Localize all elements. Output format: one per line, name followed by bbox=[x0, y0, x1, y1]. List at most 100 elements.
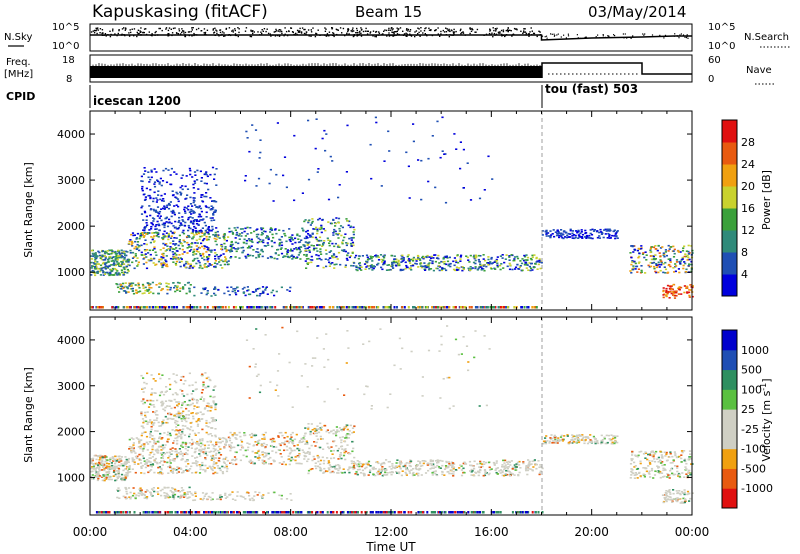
echo-cell bbox=[293, 449, 296, 452]
echo-cell bbox=[151, 448, 154, 451]
echo-cell bbox=[97, 477, 100, 480]
noise-dot bbox=[130, 31, 132, 34]
echo-cell bbox=[320, 226, 323, 229]
echo-cell bbox=[166, 440, 169, 443]
echo-cell bbox=[185, 407, 188, 410]
echo-cell bbox=[669, 261, 672, 263]
noise-dot bbox=[489, 28, 491, 30]
noise-dot bbox=[216, 30, 218, 32]
echo-cell bbox=[180, 177, 183, 179]
echo-cell bbox=[480, 269, 483, 271]
near-range-cell bbox=[260, 306, 263, 309]
echo-cell bbox=[93, 272, 96, 275]
echo-cell bbox=[153, 460, 156, 462]
echo-cell bbox=[119, 256, 123, 259]
echo-cell bbox=[591, 237, 594, 240]
noise-dot bbox=[310, 31, 313, 33]
near-range-cell bbox=[376, 306, 378, 309]
echo-cell bbox=[672, 294, 675, 296]
echo-cell bbox=[664, 261, 667, 264]
echo-cell bbox=[310, 255, 313, 258]
echo-cell bbox=[303, 245, 306, 247]
echo-cell bbox=[255, 233, 258, 236]
echo-cell bbox=[193, 294, 196, 297]
noise-dot bbox=[378, 31, 380, 33]
echo-cell bbox=[162, 200, 165, 202]
echo-cell bbox=[194, 471, 197, 474]
near-range-cell bbox=[91, 306, 94, 309]
echo-cell bbox=[571, 234, 574, 237]
echo-cell bbox=[115, 465, 118, 468]
echo-cell bbox=[155, 419, 158, 421]
echo-cell bbox=[480, 267, 484, 270]
echo-cell bbox=[246, 226, 249, 229]
echo-cell bbox=[128, 446, 131, 448]
echo-cell bbox=[223, 234, 226, 236]
echo-cell bbox=[176, 405, 179, 408]
echo-cell bbox=[289, 440, 292, 443]
echo-cell bbox=[281, 463, 284, 465]
echo-cell bbox=[135, 437, 138, 439]
echo-cell bbox=[441, 116, 444, 119]
echo-cell bbox=[394, 260, 397, 263]
echo-cell bbox=[191, 260, 195, 262]
echo-cell bbox=[211, 217, 214, 219]
noise-dot bbox=[453, 33, 455, 35]
near-range-cell bbox=[373, 306, 376, 309]
near-range-cell bbox=[386, 306, 389, 309]
echo-cell bbox=[213, 386, 216, 388]
echo-cell bbox=[557, 231, 560, 233]
echo-cell bbox=[264, 455, 267, 458]
echo-cell bbox=[202, 468, 205, 471]
echo-cell bbox=[668, 248, 671, 250]
echo-cell bbox=[101, 254, 104, 257]
echo-cell bbox=[228, 444, 231, 446]
echo-cell bbox=[151, 464, 155, 466]
echo-cell bbox=[189, 263, 192, 266]
echo-cell bbox=[128, 264, 131, 267]
echo-cell bbox=[227, 263, 230, 266]
echo-cell bbox=[204, 457, 207, 459]
echo-cell bbox=[174, 220, 177, 223]
noise-dot bbox=[314, 35, 317, 38]
echo-cell bbox=[187, 263, 190, 265]
echo-cell bbox=[214, 231, 217, 234]
echo-cell bbox=[229, 245, 232, 247]
echo-cell bbox=[98, 468, 101, 470]
echo-cell bbox=[545, 233, 548, 235]
echo-cell bbox=[596, 230, 599, 232]
echo-cell bbox=[258, 439, 261, 442]
echo-cell bbox=[271, 441, 274, 443]
echo-cell bbox=[204, 287, 207, 289]
echo-cell bbox=[238, 238, 241, 240]
noise-dot bbox=[252, 32, 254, 35]
echo-cell bbox=[415, 263, 418, 265]
echo-cell bbox=[300, 437, 303, 440]
noise-dot bbox=[332, 32, 334, 34]
echo-cell bbox=[170, 215, 173, 218]
echo-cell bbox=[662, 296, 665, 299]
echo-cell bbox=[238, 233, 241, 235]
echo-cell bbox=[654, 245, 657, 247]
noise-dot bbox=[297, 31, 300, 33]
echo-cell bbox=[345, 218, 348, 220]
noise-dot bbox=[94, 29, 96, 32]
echo-cell bbox=[131, 457, 134, 459]
echo-cell bbox=[524, 264, 527, 266]
noise-dot bbox=[567, 33, 569, 35]
echo-cell bbox=[146, 289, 149, 291]
echo-cell bbox=[97, 250, 100, 253]
echo-cell bbox=[182, 286, 185, 288]
echo-cell bbox=[95, 256, 98, 258]
echo-cell bbox=[335, 255, 338, 258]
echo-cell bbox=[155, 224, 158, 226]
echo-cell bbox=[583, 236, 586, 238]
noise-dot bbox=[445, 31, 448, 33]
echo-cell bbox=[178, 224, 182, 227]
echo-cell bbox=[184, 445, 187, 447]
echo-cell bbox=[331, 262, 334, 264]
nave-label: Nave bbox=[746, 65, 772, 76]
noise-dot bbox=[200, 30, 202, 32]
echo-cell bbox=[156, 417, 159, 419]
echo-cell bbox=[208, 378, 211, 381]
